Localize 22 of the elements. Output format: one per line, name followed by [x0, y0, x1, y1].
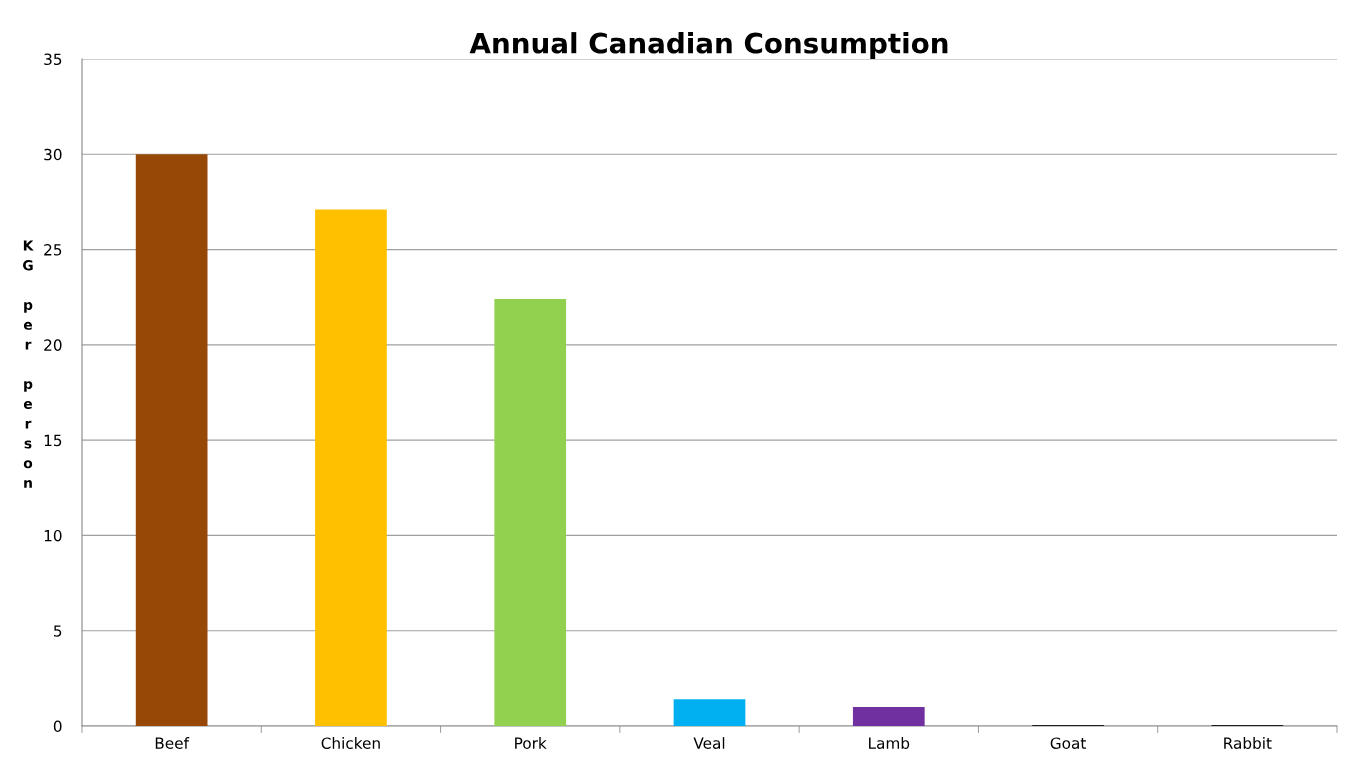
y-tick-label: 5 [54, 625, 62, 637]
x-tick-label: Goat [1050, 737, 1086, 749]
x-tick-label: Rabbit [1224, 737, 1272, 749]
text: KG per person [22, 240, 34, 488]
bar [494, 299, 567, 726]
x-tick-label: Beef [155, 737, 190, 749]
x-tick-label: Lamb [869, 737, 910, 749]
chart-title: Annual Canadian Consumption [469, 32, 948, 59]
x-tick-label: Veal [693, 737, 725, 749]
bar [315, 209, 387, 726]
bar [852, 706, 925, 726]
bar [673, 699, 746, 726]
y-tick-label: 15 [44, 434, 62, 447]
x-tick-label: Pork [515, 737, 547, 749]
y-tick-label: 30 [44, 148, 62, 161]
bar [135, 154, 208, 726]
y-tick-label: 10 [44, 529, 62, 542]
y-tick-label: 25 [44, 244, 62, 256]
y-tick-label: 35 [44, 53, 62, 66]
x-tick-label: Chicken [321, 737, 380, 749]
y-tick-label: 20 [44, 339, 62, 351]
y-tick-label: 0 [53, 720, 62, 733]
